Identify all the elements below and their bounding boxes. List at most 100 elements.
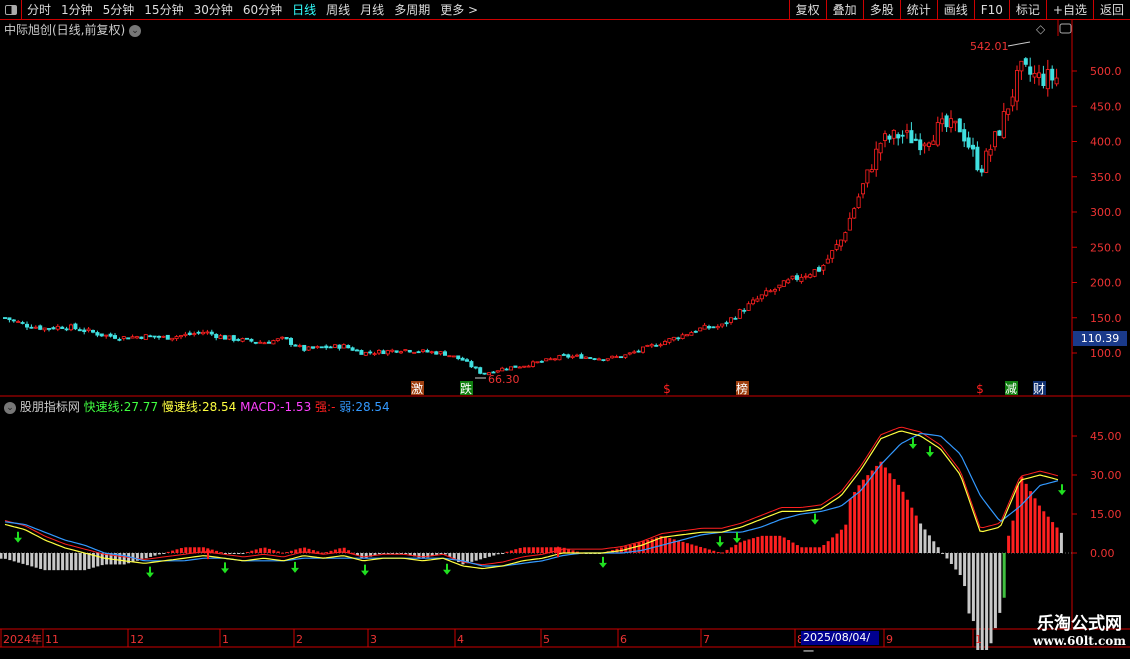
candle bbox=[764, 290, 769, 296]
toolbar-button[interactable]: 统计 bbox=[899, 0, 937, 20]
macd-bar bbox=[8, 553, 12, 561]
candle bbox=[1019, 60, 1024, 72]
toolbar-button[interactable]: 返回 bbox=[1092, 0, 1130, 20]
toolbar-button[interactable]: 标记 bbox=[1008, 0, 1046, 20]
macd-bar bbox=[1020, 476, 1024, 553]
macd-bar bbox=[892, 479, 896, 553]
period-tab[interactable]: 周线 bbox=[326, 3, 351, 17]
macd-bar bbox=[637, 542, 641, 553]
macd-bar bbox=[729, 547, 733, 553]
macd-bar bbox=[281, 552, 285, 554]
period-tab[interactable]: 15分钟 bbox=[144, 3, 184, 17]
toolbar-button[interactable]: +自选 bbox=[1045, 0, 1093, 20]
macd-bar bbox=[307, 548, 311, 553]
macd-bar bbox=[166, 551, 170, 553]
candle bbox=[843, 232, 848, 242]
indicator-tick-label: 30.00 bbox=[1090, 469, 1122, 482]
period-tab[interactable]: 多周期 bbox=[394, 3, 431, 17]
toolbar-button[interactable]: 叠加 bbox=[825, 0, 863, 20]
candle bbox=[434, 351, 439, 355]
panel-toggle-button[interactable] bbox=[0, 0, 22, 20]
candle bbox=[73, 323, 78, 330]
candle bbox=[707, 326, 712, 329]
macd-bar bbox=[685, 543, 689, 553]
indicator-header: ⌄ 股朋指标网 快速线:27.77 慢速线:28.54 MACD:-1.53 强… bbox=[4, 398, 390, 415]
macd-bar bbox=[421, 553, 425, 559]
macd-bar bbox=[1015, 485, 1019, 553]
toolbar-button[interactable]: 画线 bbox=[936, 0, 974, 20]
period-tab[interactable]: 分时 bbox=[27, 3, 52, 17]
candle bbox=[658, 344, 663, 347]
period-tab[interactable]: 5分钟 bbox=[102, 3, 135, 17]
candle bbox=[178, 335, 183, 338]
period-tab[interactable]: 30分钟 bbox=[193, 3, 233, 17]
chevron-down-icon[interactable]: ⌄ bbox=[4, 401, 16, 414]
candle bbox=[244, 337, 249, 340]
period-tab[interactable]: 60分钟 bbox=[242, 3, 283, 17]
macd-bar bbox=[901, 491, 905, 553]
toolbar-button[interactable]: F10 bbox=[973, 0, 1009, 20]
chevron-down-icon[interactable]: ⌄ bbox=[129, 24, 142, 37]
candle bbox=[491, 371, 496, 374]
macd-bar bbox=[853, 492, 857, 553]
candle bbox=[869, 169, 874, 173]
candle bbox=[310, 346, 315, 349]
fast-label: 快速线: bbox=[83, 400, 124, 414]
period-tab[interactable]: 1分钟 bbox=[61, 3, 93, 17]
candle bbox=[196, 331, 201, 334]
macd-bar bbox=[333, 549, 337, 553]
macd-bar bbox=[659, 536, 663, 553]
macd-bar bbox=[514, 549, 518, 553]
candle bbox=[69, 324, 74, 331]
candle bbox=[698, 327, 703, 332]
period-tab[interactable]: 日线 bbox=[292, 3, 317, 17]
macd-bar bbox=[879, 461, 883, 553]
macd-bar bbox=[835, 533, 839, 553]
candle bbox=[258, 341, 263, 344]
candle bbox=[988, 148, 993, 156]
candle bbox=[451, 355, 456, 358]
event-marker: 减 bbox=[1005, 382, 1017, 396]
macd-bar bbox=[866, 475, 870, 553]
date-label: 2024年 bbox=[3, 632, 42, 646]
macd-bar bbox=[690, 544, 694, 553]
candle bbox=[517, 366, 522, 369]
candle bbox=[605, 358, 610, 361]
candle bbox=[790, 275, 795, 280]
macd-bar bbox=[439, 553, 443, 554]
event-marker-bg bbox=[411, 381, 424, 395]
candle bbox=[324, 345, 329, 349]
candle bbox=[482, 372, 487, 375]
macd-bar bbox=[210, 549, 214, 553]
candle bbox=[817, 267, 822, 272]
macd-bar bbox=[531, 547, 535, 553]
macd-bar bbox=[967, 553, 971, 614]
macd-bar bbox=[149, 553, 153, 557]
macd-bar bbox=[492, 553, 496, 556]
candle bbox=[288, 338, 293, 345]
macd-bar bbox=[963, 553, 967, 587]
candle bbox=[861, 183, 866, 195]
toolbar-button[interactable]: 复权 bbox=[788, 0, 826, 20]
candle bbox=[64, 328, 69, 331]
period-tab[interactable]: 月线 bbox=[360, 3, 385, 17]
macd-bar bbox=[184, 547, 188, 553]
candle bbox=[275, 338, 280, 341]
toolbar-button[interactable]: 多股 bbox=[862, 0, 900, 20]
macd-bar bbox=[575, 551, 579, 553]
candle bbox=[1032, 73, 1037, 78]
candle bbox=[597, 358, 602, 361]
macd-bar bbox=[188, 547, 192, 553]
candle bbox=[398, 351, 403, 354]
macd-bar bbox=[153, 553, 157, 556]
candle bbox=[671, 336, 676, 341]
event-marker: 激 bbox=[411, 382, 423, 396]
candle bbox=[152, 335, 157, 338]
macd-bar bbox=[171, 550, 175, 553]
down-arrow-icon bbox=[221, 562, 229, 574]
period-tab[interactable]: 更多 > bbox=[440, 3, 479, 17]
macd-bar bbox=[430, 553, 434, 557]
candle bbox=[381, 350, 386, 355]
candle bbox=[786, 279, 791, 284]
